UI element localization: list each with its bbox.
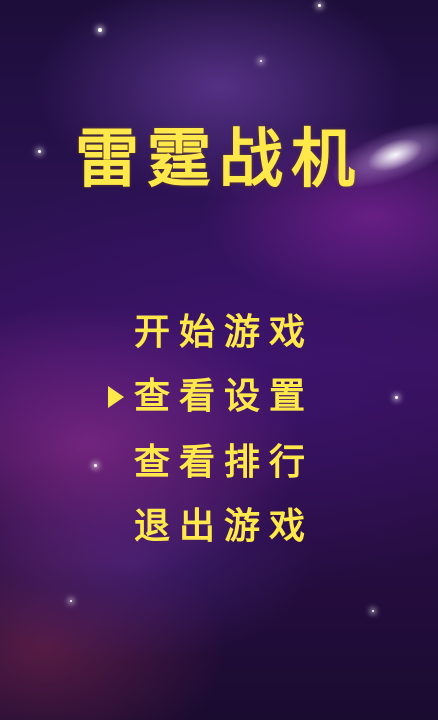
triangle-right-icon xyxy=(108,386,124,408)
star xyxy=(70,600,72,602)
menu-item-view-settings[interactable]: 查看设置 xyxy=(108,364,348,430)
main-menu: 开始游戏 查看设置 查看排行 退出游戏 xyxy=(108,300,348,558)
game-title: 雷霆战机 xyxy=(75,122,363,197)
menu-item-label: 查看设置 xyxy=(134,375,315,417)
star xyxy=(94,464,97,467)
star xyxy=(318,4,321,7)
menu-item-exit-game[interactable]: 退出游戏 xyxy=(108,494,348,558)
menu-item-label: 退出游戏 xyxy=(134,505,315,547)
star xyxy=(260,60,262,62)
star xyxy=(98,28,102,32)
menu-item-label: 查看排行 xyxy=(134,441,315,483)
menu-item-start-game[interactable]: 开始游戏 xyxy=(108,300,348,364)
menu-item-view-rankings[interactable]: 查看排行 xyxy=(108,430,348,494)
star xyxy=(372,610,374,612)
menu-item-label: 开始游戏 xyxy=(134,311,315,353)
star xyxy=(38,150,41,153)
star xyxy=(395,396,398,399)
